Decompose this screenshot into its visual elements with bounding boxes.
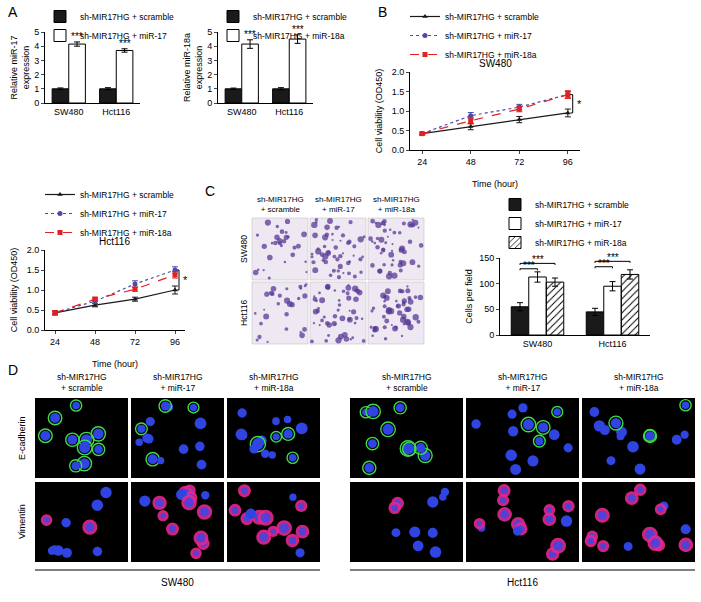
svg-text:48: 48 [90, 337, 100, 347]
svg-text:***: *** [119, 38, 131, 49]
svg-text:3: 3 [34, 56, 39, 66]
svg-text:Cell viability (OD450): Cell viability (OD450) [9, 248, 19, 333]
svg-text:2: 2 [207, 70, 212, 80]
svg-text:sh-MIR17HG+ miR-17: sh-MIR17HG+ miR-17 [153, 372, 203, 393]
svg-text:Time (hour): Time (hour) [472, 179, 518, 189]
svg-text:0: 0 [34, 98, 39, 108]
svg-text:sh-MIR17HG+ miR-17: sh-MIR17HG+ miR-17 [315, 195, 362, 214]
svg-text:1.5: 1.5 [27, 265, 40, 275]
svg-text:C: C [205, 183, 215, 199]
svg-text:1: 1 [34, 84, 39, 94]
svg-text:sh-MIR17HG + scramble: sh-MIR17HG + scramble [445, 12, 539, 22]
svg-text:sh-MIR17HG+ miR-18a: sh-MIR17HG+ miR-18a [249, 372, 299, 393]
svg-text:0.5: 0.5 [27, 305, 40, 315]
svg-text:4: 4 [207, 41, 212, 51]
svg-text:24: 24 [50, 337, 60, 347]
svg-text:0.5: 0.5 [392, 126, 405, 136]
svg-text:1.0: 1.0 [392, 106, 405, 116]
svg-text:Hct116: Hct116 [102, 107, 130, 117]
svg-text:***: *** [244, 29, 256, 40]
svg-text:1.5: 1.5 [392, 87, 405, 97]
svg-text:Hct116: Hct116 [275, 107, 303, 117]
svg-text:48: 48 [466, 157, 476, 167]
svg-text:1.0: 1.0 [27, 285, 40, 295]
svg-text:24: 24 [417, 157, 427, 167]
svg-text:96: 96 [563, 157, 573, 167]
svg-text:3: 3 [207, 56, 212, 66]
svg-text:0: 0 [489, 330, 494, 340]
svg-text:***: *** [532, 254, 544, 265]
svg-text:sh-MIR17HG + scramble: sh-MIR17HG + scramble [80, 12, 174, 22]
svg-text:100: 100 [479, 279, 494, 289]
svg-text:150: 150 [479, 253, 494, 263]
svg-text:sh-MIR17HG + scramble: sh-MIR17HG + scramble [253, 12, 347, 22]
svg-text:SW480: SW480 [54, 107, 84, 117]
svg-text:SW480: SW480 [479, 58, 512, 69]
svg-text:B: B [378, 4, 387, 20]
svg-text:Hct116: Hct116 [507, 577, 538, 588]
svg-text:2: 2 [34, 70, 39, 80]
svg-text:72: 72 [130, 337, 140, 347]
svg-text:2.0: 2.0 [392, 67, 405, 77]
svg-text:0.0: 0.0 [27, 325, 40, 335]
svg-text:sh-MIR17HG+ miR-18a: sh-MIR17HG+ miR-18a [373, 195, 420, 214]
svg-text:Cell viability (OD450): Cell viability (OD450) [374, 69, 384, 154]
svg-text:5: 5 [207, 27, 212, 37]
svg-text:Hct116: Hct116 [99, 236, 130, 247]
svg-text:sh-MIR17HG+ scramble: sh-MIR17HG+ scramble [382, 372, 432, 393]
svg-text:Vimentin: Vimentin [17, 504, 27, 539]
svg-text:SW480: SW480 [523, 339, 553, 349]
svg-text:***: *** [292, 24, 304, 35]
svg-text:1: 1 [207, 84, 212, 94]
svg-text:A: A [8, 4, 18, 20]
svg-text:***: *** [523, 260, 535, 271]
svg-text:sh-MIR17HG + miR-17: sh-MIR17HG + miR-17 [80, 209, 167, 219]
svg-text:2.0: 2.0 [27, 245, 40, 255]
svg-text:50: 50 [484, 304, 494, 314]
svg-text:D: D [8, 362, 18, 378]
svg-text:Relative miR-17expression: Relative miR-17expression [9, 35, 31, 99]
svg-text:0.0: 0.0 [392, 145, 405, 155]
svg-text:5: 5 [34, 27, 39, 37]
svg-text:0: 0 [207, 98, 212, 108]
svg-text:sh-MIR17HG+ miR-18a: sh-MIR17HG+ miR-18a [614, 372, 664, 393]
svg-text:sh-MIR17HG + scramble: sh-MIR17HG + scramble [535, 200, 629, 210]
svg-text:***: *** [607, 252, 619, 263]
svg-text:***: *** [598, 258, 610, 269]
svg-text:*: * [183, 274, 188, 286]
svg-text:sh-MIR17HG + miR-18a: sh-MIR17HG + miR-18a [535, 238, 627, 248]
svg-text:Time (hour): Time (hour) [92, 359, 138, 369]
svg-text:sh-MIR17HG + miR-17: sh-MIR17HG + miR-17 [535, 219, 622, 229]
svg-text:sh-MIR17HG + miR-17: sh-MIR17HG + miR-17 [80, 31, 167, 41]
svg-text:sh-MIR17HG+ scramble: sh-MIR17HG+ scramble [57, 372, 107, 393]
svg-text:SW480: SW480 [239, 235, 249, 263]
svg-text:72: 72 [514, 157, 524, 167]
svg-text:Hct116: Hct116 [599, 339, 627, 349]
svg-text:96: 96 [170, 337, 180, 347]
svg-text:sh-MIR17HG + miR-18a: sh-MIR17HG + miR-18a [80, 228, 172, 238]
svg-text:sh-MIR17HG+ scramble: sh-MIR17HG+ scramble [257, 195, 304, 214]
svg-text:Hct116: Hct116 [239, 299, 249, 326]
svg-text:SW480: SW480 [227, 107, 257, 117]
svg-text:***: *** [71, 31, 83, 42]
svg-text:4: 4 [34, 41, 39, 51]
svg-text:*: * [577, 98, 582, 110]
svg-text:sh-MIR17HG + miR-17: sh-MIR17HG + miR-17 [445, 31, 532, 41]
svg-text:sh-MIR17HG + scramble: sh-MIR17HG + scramble [80, 190, 174, 200]
svg-text:sh-MIR17HG + miR-18a: sh-MIR17HG + miR-18a [253, 31, 345, 41]
svg-text:sh-MIR17HG+ miR-17: sh-MIR17HG+ miR-17 [498, 372, 548, 393]
svg-text:sh-MIR17HG + miR-18a: sh-MIR17HG + miR-18a [445, 50, 537, 60]
svg-text:Relative miR-18aexpression: Relative miR-18aexpression [182, 33, 204, 102]
svg-text:E-cadherin: E-cadherin [17, 416, 27, 460]
svg-text:SW480: SW480 [161, 577, 194, 588]
svg-text:Cells per field: Cells per field [464, 269, 474, 324]
